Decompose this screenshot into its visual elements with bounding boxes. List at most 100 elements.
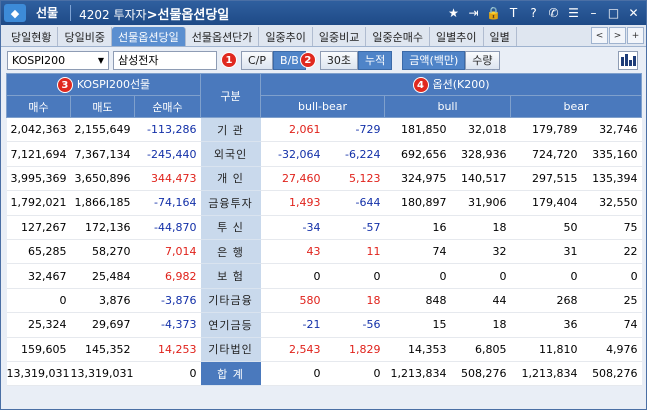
cell-bear-amount: 36 (510, 312, 582, 338)
cell-sell: 7,367,134 (70, 141, 135, 167)
cell-bull-bear-amount: 0 (260, 263, 325, 289)
table-row[interactable]: 3,995,369 3,650,896 344,473 개 인 27,460 5,123 3… (6, 166, 642, 192)
cell-category: 보 험 (200, 263, 261, 289)
cell-buy: 65,285 (6, 239, 71, 265)
tab-today-status[interactable]: 당일현황 (5, 27, 59, 46)
cell-bull-qty: 18 (450, 312, 511, 338)
tab-daily-trend[interactable]: 일별추이 (430, 27, 484, 46)
tab-intraday-net-buy[interactable]: 일중순매수 (366, 27, 431, 46)
cell-bull-qty: 18 (450, 215, 511, 240)
cell-net-buy: -44,870 (134, 215, 201, 240)
cell-category: 기타금융 (200, 288, 261, 314)
code-select[interactable]: KOSPI200 ▼ (7, 50, 109, 70)
text-icon[interactable]: T (509, 5, 518, 20)
cell-sell: 145,352 (70, 337, 135, 362)
table-row[interactable]: 1,792,021 1,866,185 -74,164 금융투자 1,493 -644 18… (6, 190, 642, 216)
callout-badge-1: 1 (221, 52, 237, 68)
cell-bull-bear-qty: -56 (324, 312, 385, 338)
cell-category: 투 신 (200, 215, 261, 240)
minimize-icon[interactable]: – (590, 5, 597, 20)
cell-net-buy: -113,286 (134, 117, 201, 143)
table-row[interactable]: 25,324 29,697 -4,373 연기금등 -21 -56 15 18 36 74 (6, 312, 642, 338)
help-icon[interactable]: ? (530, 5, 537, 20)
tab-futures-options-today[interactable]: 선물옵션당일 (111, 27, 186, 46)
table-row[interactable]: 2,042,363 2,155,649 -113,286 기 관 2,061 -729 18… (6, 117, 642, 143)
cell-sell: 3,876 (70, 288, 135, 314)
cell-bull-bear-amount: 2,061 (260, 117, 325, 143)
cell-bull-qty: 0 (450, 263, 511, 289)
cell-sell: 2,155,649 (70, 117, 135, 143)
table-row[interactable]: 127,267 172,136 -44,870 투 신 -34 -57 16 18 50 75 (6, 215, 642, 240)
cell-bull-amount: 15 (384, 312, 451, 338)
menu-label[interactable]: 선물 (32, 5, 72, 21)
col-bull-bear[interactable]: bull-bear (260, 95, 386, 118)
toolbar: KOSPI200 ▼ 삼성전자 1 C/P B/B 2 30초 누적 금액(백만… (1, 47, 646, 73)
cell-bear-amount: 179,789 (510, 117, 582, 143)
cell-bear-qty: 75 (581, 215, 642, 240)
col-sell[interactable]: 매도 (70, 95, 135, 118)
cell-buy: 127,267 (6, 215, 71, 240)
cell-bear-qty: 0 (581, 263, 642, 289)
cell-buy: 3,995,369 (6, 166, 71, 192)
table-row[interactable]: 7,121,694 7,367,134 -245,440 외국인 -32,064 -6,2… (6, 141, 642, 167)
table-row[interactable]: 0 3,876 -3,876 기타금융 580 18 848 44 268 25 (6, 288, 642, 314)
col-buy[interactable]: 매수 (6, 95, 71, 118)
tab-next-icon[interactable]: > (609, 27, 626, 44)
chart-icon[interactable] (618, 51, 638, 70)
amount-button[interactable]: 금액(백만) (402, 50, 466, 70)
tab-add-icon[interactable]: + (627, 27, 644, 44)
tab-today-ratio[interactable]: 당일비중 (58, 27, 112, 46)
tab-prev-icon[interactable]: < (591, 27, 608, 44)
cell-bear-qty: 22 (581, 239, 642, 265)
tab-futures-options-price[interactable]: 선물옵션단가 (186, 27, 260, 46)
cell-buy: 7,121,694 (6, 141, 71, 167)
tab-navigation: < > + (591, 27, 644, 44)
cell-category: 외국인 (200, 141, 261, 167)
col-bear[interactable]: bear (510, 95, 643, 118)
tab-intraday-trend[interactable]: 일중추이 (259, 27, 313, 46)
screen-code: 4202 투자자 (79, 7, 147, 22)
cell-buy: 13,319,031 (6, 360, 71, 387)
maximize-icon[interactable]: □ (607, 5, 620, 20)
code-select-value: KOSPI200 (12, 53, 66, 67)
cp-button[interactable]: C/P (241, 50, 274, 70)
tab-intraday-compare[interactable]: 일중비교 (313, 27, 367, 46)
cell-bull-bear-amount: 580 (260, 288, 325, 314)
table-row[interactable]: 13,319,031 13,319,031 0 합 계 0 0 1,213,834 508,2… (6, 360, 642, 387)
cell-bull-bear-amount: 0 (260, 360, 325, 387)
table-row[interactable]: 159,605 145,352 14,253 기타법인 2,543 1,829 14,353… (6, 337, 642, 362)
cell-bear-qty: 335,160 (581, 141, 642, 167)
title-bar: ◆ 선물 4202 투자자>선물옵션당일 ★ ⇥ 🔒 T ? ✆ ☰ – □ ✕ (1, 1, 646, 25)
cell-bear-amount: 297,515 (510, 166, 582, 192)
cell-bear-amount: 268 (510, 288, 582, 314)
cell-net-buy: 344,473 (134, 166, 201, 192)
stock-name-field[interactable]: 삼성전자 (113, 50, 217, 70)
phone-icon[interactable]: ✆ (548, 5, 559, 20)
cumulative-button[interactable]: 누적 (357, 50, 393, 70)
chevron-down-icon[interactable]: ▼ (97, 55, 104, 65)
window-title: 4202 투자자>선물옵션당일 (79, 7, 230, 23)
tab-daily[interactable]: 일별 (484, 27, 517, 46)
quantity-button[interactable]: 수량 (465, 50, 500, 70)
close-icon[interactable]: ✕ (628, 5, 639, 20)
cell-buy: 32,467 (6, 263, 71, 289)
lock-icon[interactable]: 🔒 (486, 5, 501, 20)
sec30-button[interactable]: 30초 (319, 50, 358, 70)
callout-badge-2: 2 (299, 52, 316, 68)
cell-bull-bear-qty: 0 (324, 263, 385, 289)
cell-bear-amount: 31 (510, 239, 582, 265)
star-icon[interactable]: ★ (448, 5, 459, 20)
cell-bull-bear-qty: 11 (324, 239, 385, 265)
col-net-buy[interactable]: 순매수 (133, 95, 202, 118)
export-icon[interactable]: ⇥ (468, 5, 479, 20)
cell-buy: 0 (6, 288, 71, 314)
cell-buy: 2,042,363 (6, 117, 71, 143)
investor-table: 3 KOSPI200선물 구분 4 옵션(K200) 매수 매도 순매수 bull-… (5, 73, 643, 387)
list-icon[interactable]: ☰ (568, 5, 579, 20)
screen-title: 선물옵션당일 (157, 7, 230, 23)
col-bull[interactable]: bull (384, 95, 512, 118)
table-row[interactable]: 65,285 58,270 7,014 은 행 43 11 74 32 31 22 (6, 239, 642, 265)
cell-bull-qty: 44 (450, 288, 511, 314)
cell-buy: 159,605 (6, 337, 71, 362)
